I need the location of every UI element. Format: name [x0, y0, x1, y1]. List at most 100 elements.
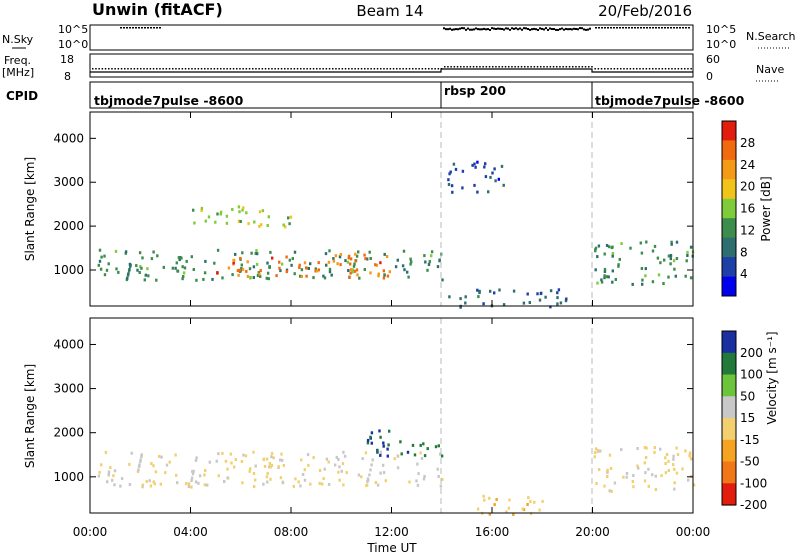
power-cell [266, 271, 270, 275]
nave-point [655, 68, 657, 70]
velocity-cell [507, 506, 510, 510]
velocity-cell [197, 481, 200, 485]
nsky-point [551, 28, 553, 31]
velocity-cell [667, 469, 670, 472]
velocity-cell [345, 471, 348, 475]
power-cell [317, 268, 320, 272]
nave-point [546, 66, 548, 68]
nave-point [402, 68, 404, 70]
velocity-cell [396, 466, 400, 470]
power-cell [653, 244, 657, 248]
power-cell [651, 280, 655, 284]
power-cell [239, 256, 242, 260]
nsky-point [539, 27, 541, 30]
power-cell [239, 220, 242, 223]
power-cell [618, 257, 621, 261]
nsky-tick-high: 10^5 [58, 23, 88, 36]
velocity-cell [190, 479, 193, 482]
nave-point [671, 68, 673, 70]
nave-point [117, 68, 120, 70]
nave-point [632, 68, 635, 70]
nave-point [354, 68, 356, 70]
nave-point [648, 68, 651, 70]
power-cell [174, 266, 177, 270]
power-cell [476, 190, 479, 194]
nave-point [591, 66, 593, 68]
nsky-point [655, 27, 657, 29]
velocity-cell [306, 453, 310, 457]
velocity-cell [488, 512, 491, 516]
nsky-point [616, 27, 618, 29]
power-cell [339, 263, 342, 267]
velocity-cell [376, 483, 380, 487]
velocity-cell [379, 450, 382, 454]
velocity-cell [527, 496, 530, 500]
power-cell [382, 276, 386, 280]
velocity-cell [244, 454, 248, 458]
power-cell [144, 273, 147, 277]
freq-label-line1: Freq. [4, 54, 31, 67]
velocity-cell [230, 461, 233, 465]
velocity-cell [609, 467, 613, 470]
velocity-cell [187, 482, 191, 486]
velocity-cell [266, 471, 269, 475]
power-colorbar-frame [721, 120, 737, 297]
velocity-cell [533, 500, 536, 504]
power-cell [358, 276, 361, 280]
velocity-cell [673, 481, 676, 485]
nave-point [440, 68, 443, 70]
velocity-cell [419, 443, 422, 447]
power-cell [284, 225, 287, 229]
velocity-cell [185, 482, 188, 486]
nave-point [130, 68, 132, 70]
power-colorbar: 28 24 20 16 12 8 4 [721, 120, 755, 297]
nsky-point [607, 27, 609, 29]
power-cell [484, 162, 487, 166]
nave-point [652, 68, 654, 70]
nave-point [437, 68, 440, 70]
nsky-point [497, 27, 499, 30]
nave-point [373, 68, 376, 70]
velocity-colorbar-swatch [722, 483, 736, 506]
nave-point [143, 68, 145, 70]
nave-point [412, 68, 414, 70]
power-cell [355, 254, 359, 258]
nsky-point [595, 27, 597, 29]
power-cell [498, 288, 501, 292]
nave-point [120, 68, 123, 70]
nave-point [111, 68, 113, 70]
nsky-point [610, 27, 612, 29]
velocity-cell [190, 476, 194, 480]
power-cell [213, 261, 216, 265]
velocity-colorbar: 200 100 50 15 -15 -50 -100 -200 [721, 330, 767, 512]
nsky-point [513, 27, 515, 30]
power-colorbar-swatch [722, 198, 736, 219]
power-cell [314, 267, 317, 271]
power-cell [216, 271, 219, 275]
velocity-cell [488, 496, 491, 500]
power-cell [330, 273, 333, 277]
nave-point [303, 68, 305, 70]
power-cell [430, 250, 434, 254]
nsky-point [646, 27, 648, 29]
velocity-cell [495, 498, 498, 501]
velocity-cell [303, 468, 306, 472]
nave-point [604, 68, 606, 70]
velocity-cell [426, 447, 429, 451]
velocity-cell [595, 482, 598, 485]
velocity-cell [215, 459, 218, 463]
velocity-cell [120, 477, 124, 481]
velocity-colorbar-tick: 100 [740, 368, 763, 382]
nsky-point [549, 27, 551, 30]
velocity-cell [268, 461, 272, 465]
nsky-point [471, 28, 473, 31]
nave-point [232, 68, 235, 70]
nsky-point [489, 28, 491, 31]
velocity-cell [422, 442, 425, 446]
nsky-point [622, 27, 624, 29]
power-cell [640, 267, 644, 270]
power-cell [152, 250, 155, 254]
nave-point [501, 66, 504, 68]
power-cell [162, 265, 165, 269]
velocity-cell [664, 456, 667, 460]
